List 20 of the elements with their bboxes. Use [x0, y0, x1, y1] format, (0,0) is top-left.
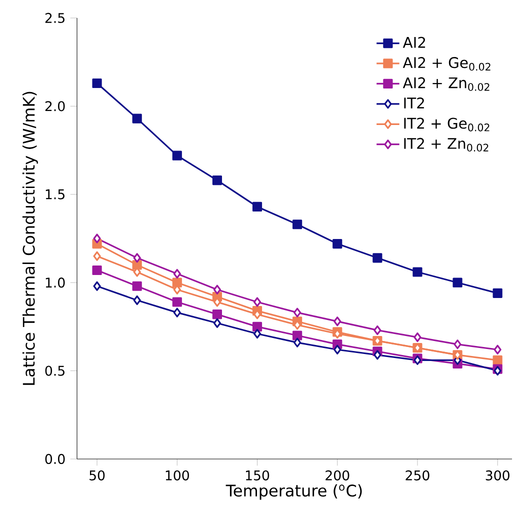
- legend-label: AI2: [402, 36, 426, 48]
- x-tick-label: 250: [406, 470, 430, 480]
- legend-label: IT2 + Ge$_{0.02}$: [404, 118, 490, 132]
- legend-label: AI2 + Ge$_{0.02}$: [402, 57, 490, 71]
- x-tick-label: 200: [326, 470, 350, 480]
- legend-label: AI2 + Zn$_{0.02}$: [402, 77, 490, 91]
- y-tick-label: 2.0: [45, 101, 65, 112]
- x-tick-label: 300: [486, 470, 510, 480]
- y-tick-label: 0.0: [45, 454, 65, 464]
- x-tick-label: 150: [246, 470, 270, 480]
- y-tick-label: 0.5: [45, 366, 64, 376]
- x-tick-label: 50: [90, 470, 105, 480]
- y-tick-label: 1.5: [46, 189, 64, 200]
- y-axis-title: Lattice Thermal Conductivity (W/mK): [22, 92, 38, 385]
- x-tick-label: 100: [166, 470, 189, 480]
- y-tick-label: 2.5: [45, 12, 64, 24]
- y-tick-label: 1.0: [46, 278, 65, 288]
- legend-label: IT2 + Zn$_{0.02}$: [404, 138, 488, 152]
- x-axis-title: Temperature ($^{o}$C): [226, 484, 362, 500]
- legend-label: IT2: [404, 97, 424, 108]
